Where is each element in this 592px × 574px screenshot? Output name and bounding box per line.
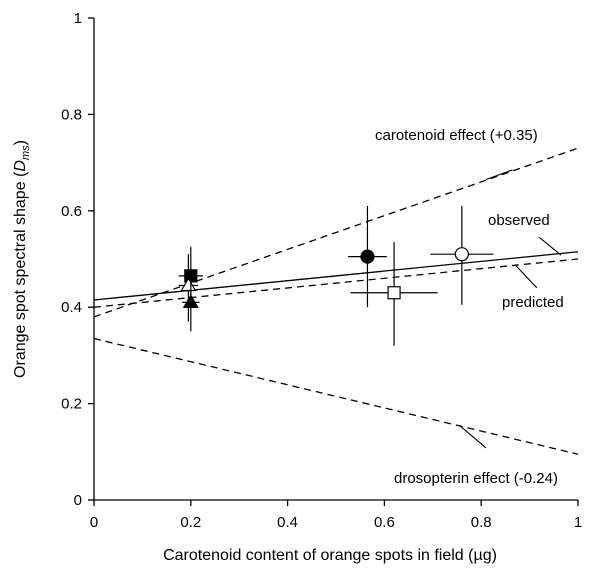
annotation-label: drosopterin effect (-0.24) <box>394 470 558 487</box>
series-line-observed <box>93 251 579 301</box>
y-axis-title: Orange spot spectral shape (Dms) <box>12 140 32 378</box>
data-point-open-square <box>350 242 438 346</box>
axes: 0 0.2 0.4 0.6 0.8 1 0 0.2 0.4 0.6 0.8 1 <box>61 10 582 531</box>
annotation-3: drosopterin effect (-0.24) <box>394 424 558 487</box>
annotation-label: predicted <box>502 294 564 311</box>
regression-lines <box>93 147 579 455</box>
data-points <box>178 205 494 346</box>
point-marker <box>182 294 199 308</box>
annotation-leader <box>485 169 513 180</box>
point-marker <box>180 277 197 292</box>
annotations: carotenoid effect (+0.35) observed predict… <box>375 127 564 487</box>
y-tick-label: 0 <box>74 492 82 509</box>
annotation-leader <box>459 424 487 449</box>
point-marker <box>454 247 469 262</box>
point-marker <box>387 286 401 300</box>
y-tick-label: 0.8 <box>61 106 82 123</box>
data-point-open-circle <box>430 205 494 305</box>
x-tick-label: 0 <box>90 514 98 531</box>
x-tick-label: 0.8 <box>471 514 492 531</box>
data-point-filled-circle <box>348 205 387 308</box>
x-tick-label: 0.6 <box>374 514 395 531</box>
data-point-open-triangle <box>178 254 199 322</box>
annotation-label: observed <box>488 212 550 229</box>
data-point-filled-triangle <box>182 273 200 332</box>
annotation-1: observed <box>488 212 562 256</box>
annotation-leader <box>514 264 538 289</box>
series-line-drosopterin <box>93 337 579 455</box>
x-tick-label: 0.2 <box>180 514 201 531</box>
annotation-leader <box>538 236 562 256</box>
annotation-0: carotenoid effect (+0.35) <box>375 127 538 180</box>
annotation-label: carotenoid effect (+0.35) <box>375 127 538 144</box>
y-tick-label: 0.2 <box>61 396 82 413</box>
x-tick-label: 1 <box>574 514 582 531</box>
series-line-carotenoid <box>93 147 579 318</box>
y-tick-label: 1 <box>74 10 82 27</box>
annotation-2: predicted <box>502 264 564 311</box>
series-line-predicted <box>93 258 579 308</box>
x-tick-label: 0.4 <box>277 514 298 531</box>
point-marker <box>360 249 375 264</box>
x-axis-title: Carotenoid content of orange spots in fi… <box>163 547 497 564</box>
y-tick-label: 0.6 <box>61 203 82 220</box>
y-tick-label: 0.4 <box>61 299 82 316</box>
